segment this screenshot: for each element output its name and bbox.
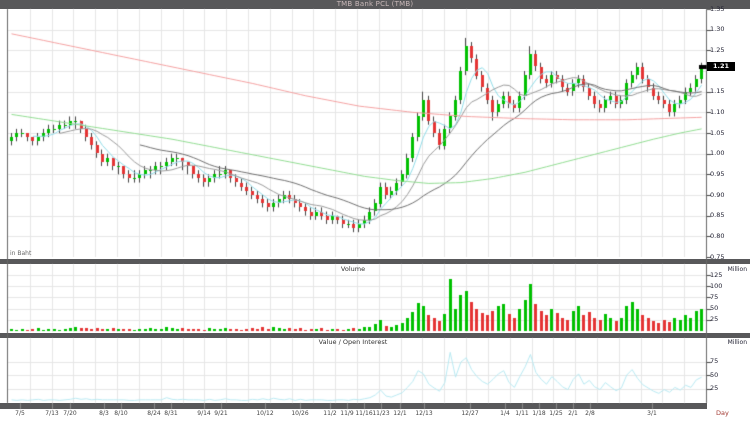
date-tick-label: 9/14 <box>197 410 211 417</box>
price-tick-label: 1.00 <box>710 149 725 158</box>
date-tick-label: 1/4 <box>500 410 510 417</box>
date-tick-label: 8/10 <box>114 410 128 417</box>
price-tick-label: 1.15 <box>710 87 725 96</box>
last-price-tag: 1.21 <box>707 62 735 71</box>
date-tick-label: 1/11 <box>515 410 529 417</box>
price-tick-label: 1.05 <box>710 128 725 137</box>
price-tick-label: 1.10 <box>710 107 725 116</box>
price-tick-label: 0.80 <box>710 231 725 240</box>
date-tick-label: 11/23 <box>372 410 390 417</box>
open-interest-tick-label: 75 <box>710 357 719 365</box>
date-tick-label: 8/31 <box>164 410 178 417</box>
volume-tick-label: 75 <box>710 292 719 301</box>
date-tick-label: 3/1 <box>647 410 657 417</box>
period-label: Day <box>716 409 729 417</box>
chart-title: TMB Bank PCL (TMB) <box>336 0 414 8</box>
open-interest-tick-label: 50 <box>710 370 719 379</box>
date-tick-label: 7/20 <box>63 410 77 417</box>
open-interest-panel-title: Value / Open Interest <box>318 338 388 346</box>
volume-unit-label: Million <box>727 266 747 273</box>
volume-panel-title: Volume <box>340 265 366 273</box>
date-tick-label: 7/5 <box>15 410 25 417</box>
date-tick-label: 1/18 <box>532 410 546 417</box>
volume-tick-label: 50 <box>710 304 719 313</box>
date-tick-label: 10/26 <box>291 410 309 417</box>
open-interest-tick-label: 25 <box>710 384 719 392</box>
price-tick-label: 0.90 <box>710 190 725 199</box>
date-tick-label: 12/13 <box>415 410 433 417</box>
volume-tick-label: 125 <box>710 270 723 279</box>
date-tick-label: 8/24 <box>147 410 161 417</box>
price-unit-note: in Baht <box>10 250 32 257</box>
date-tick-label: 1/25 <box>549 410 563 417</box>
date-tick-label: 10/12 <box>256 410 274 417</box>
price-tick-label: 0.95 <box>710 169 725 178</box>
price-tick-label: 1.30 <box>710 25 725 34</box>
date-tick-label: 11/9 <box>340 410 354 417</box>
price-tick-label: 0.85 <box>710 211 725 220</box>
date-tick-label: 2/1 <box>568 410 578 417</box>
price-tick-label: 1.25 <box>710 45 725 54</box>
price-tick-label: 0.75 <box>710 252 725 261</box>
date-tick-label: 11/16 <box>355 410 373 417</box>
date-tick-label: 12/27 <box>461 410 479 417</box>
date-tick-label: 11/2 <box>323 410 337 417</box>
date-tick-label: 12/1 <box>393 410 407 417</box>
date-tick-label: 9/21 <box>214 410 228 417</box>
date-tick-label: 2/8 <box>585 410 595 417</box>
price-tick-label: 1.35 <box>710 4 725 13</box>
volume-tick-label: 25 <box>710 315 719 324</box>
open-interest-unit-label: Million <box>727 339 747 346</box>
date-tick-label: 8/3 <box>99 410 109 417</box>
date-tick-label: 7/13 <box>45 410 59 417</box>
volume-tick-label: 100 <box>710 281 723 290</box>
